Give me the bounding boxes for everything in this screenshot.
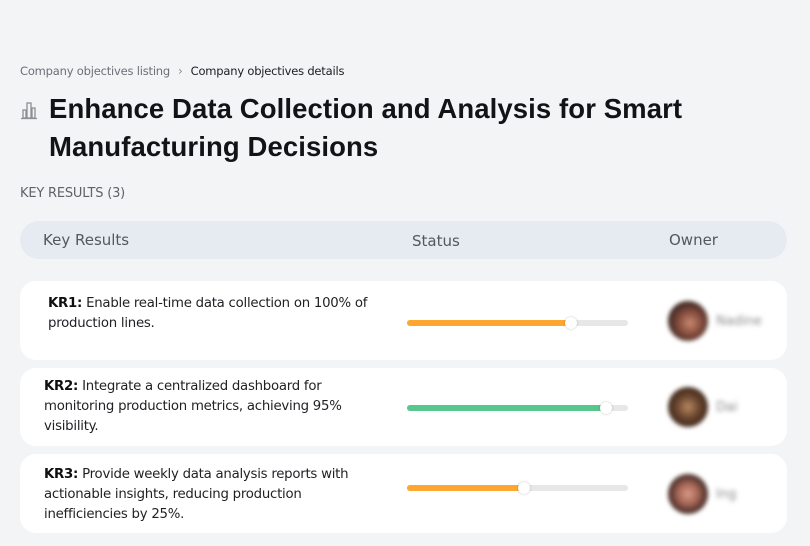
column-header-key-results: Key Results: [43, 231, 130, 249]
key-result-description: KR3: Provide weekly data analysis report…: [44, 465, 364, 525]
owner-name: Nadine: [716, 313, 762, 329]
status-progress-bar[interactable]: [407, 317, 628, 329]
key-result-text: Enable real-time data collection on 100%…: [48, 296, 368, 331]
key-results-count-label: KEY RESULTS (3): [20, 186, 126, 201]
column-header-owner: Owner: [669, 231, 718, 249]
avatar: [668, 387, 708, 427]
avatar: [668, 301, 708, 341]
owner[interactable]: Nadine: [668, 301, 762, 341]
progress-thumb[interactable]: [564, 317, 577, 329]
owner-name: Ing: [716, 486, 737, 502]
key-result-id: KR1:: [48, 296, 83, 311]
page-title: Enhance Data Collection and Analysis for…: [49, 93, 683, 162]
key-result-id: KR3:: [44, 467, 79, 482]
status-progress-bar[interactable]: [407, 402, 628, 414]
breadcrumb: Company objectives listing › Company obj…: [20, 64, 344, 78]
chevron-right-icon: ›: [178, 64, 183, 78]
progress-fill: [407, 485, 525, 491]
breadcrumb-objectives-listing[interactable]: Company objectives listing: [20, 64, 170, 78]
progress-thumb[interactable]: [599, 402, 612, 414]
status-progress-bar[interactable]: [407, 482, 628, 494]
key-results-table-header: Key Results Status Owner: [20, 221, 787, 259]
avatar: [668, 474, 708, 514]
key-result-id: KR2:: [44, 379, 79, 394]
key-result-description: KR1: Enable real-time data collection on…: [48, 294, 368, 334]
key-result-text: Provide weekly data analysis reports wit…: [44, 467, 349, 522]
owner-name: Dai: [716, 399, 738, 415]
key-result-description: KR2: Integrate a centralized dashboard f…: [44, 377, 364, 437]
key-result-text: Integrate a centralized dashboard for mo…: [44, 379, 342, 434]
key-result-row[interactable]: KR1: Enable real-time data collection on…: [20, 281, 787, 360]
owner[interactable]: Ing: [668, 474, 736, 514]
key-result-row[interactable]: KR2: Integrate a centralized dashboard f…: [20, 368, 787, 446]
owner[interactable]: Dai: [668, 387, 738, 427]
progress-fill: [407, 320, 571, 326]
progress-fill: [407, 405, 606, 411]
objective-header: Enhance Data Collection and Analysis for…: [20, 90, 729, 166]
breadcrumb-objectives-details: Company objectives details: [190, 64, 345, 78]
column-header-status: Status: [412, 232, 460, 250]
key-result-row[interactable]: KR3: Provide weekly data analysis report…: [20, 454, 787, 533]
building-chart-icon: [20, 100, 42, 166]
progress-thumb[interactable]: [518, 482, 531, 494]
